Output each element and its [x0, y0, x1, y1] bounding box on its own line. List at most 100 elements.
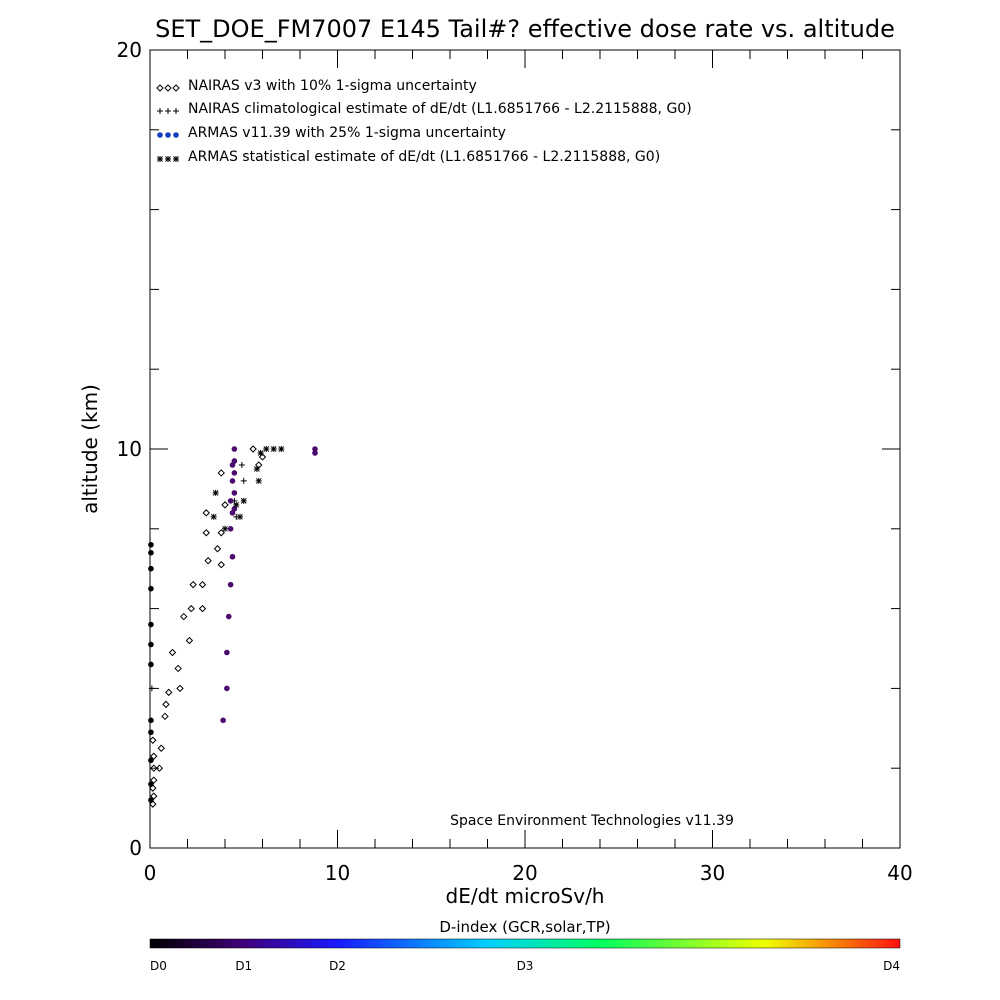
diamond-point: [217, 529, 225, 537]
y-tick-label: 0: [129, 836, 142, 860]
diamond-point: [156, 84, 164, 92]
y-tick-label: 10: [117, 437, 142, 461]
dot-point: [148, 717, 154, 724]
colorbar-tick-label: D4: [883, 959, 900, 973]
legend-marker-stars: [157, 156, 179, 162]
plus-point: [173, 108, 179, 114]
legend: NAIRAS v3 with 10% 1-sigma uncertainty N…: [156, 78, 692, 165]
x-tick-label: 30: [700, 861, 725, 885]
credit-label: Space Environment Technologies v11.39: [450, 813, 734, 829]
diamond-point: [198, 604, 207, 613]
plus-point: [148, 685, 155, 692]
diamond-point: [174, 664, 182, 673]
legend-label-nairas-clim: NAIRAS climatological estimate of dE/dt …: [188, 101, 692, 117]
dot-point: [148, 549, 154, 556]
legend-item-armas: ARMAS v11.39 with 25% 1-sigma uncertaint…: [157, 125, 506, 141]
diamond-point: [150, 792, 158, 800]
diamond-point: [149, 736, 157, 744]
plus-point: [240, 477, 247, 484]
diamond-point: [165, 688, 173, 697]
dot-point: [227, 526, 234, 532]
x-tick-label: 20: [512, 861, 537, 885]
legend-item-nairas-clim: NAIRAS climatological estimate of dE/dt …: [157, 101, 692, 117]
dot-point: [229, 553, 236, 560]
diamond-point: [149, 800, 157, 808]
dot-point: [229, 478, 236, 484]
diamond-point: [161, 712, 169, 721]
star-point: [270, 446, 277, 452]
dot-point: [157, 132, 163, 138]
diamond-point: [217, 469, 225, 477]
dot-point: [312, 446, 318, 452]
diamond-point: [155, 764, 164, 772]
diamond-point: [150, 776, 158, 784]
x-tick-label: 0: [144, 861, 157, 885]
legend-marker-diamonds: [156, 84, 180, 92]
diamond-point: [202, 529, 210, 537]
diamond-point: [189, 580, 197, 589]
legend-label-armas: ARMAS v11.39 with 25% 1-sigma uncertaint…: [188, 125, 506, 141]
dot-point: [165, 132, 171, 138]
dot-point: [148, 797, 154, 803]
star-point: [263, 446, 270, 452]
diamond-point: [149, 784, 157, 792]
legend-item-armas-stat: ARMAS statistical estimate of dE/dt (L1.…: [157, 149, 660, 165]
dot-point: [224, 685, 230, 692]
star-point: [173, 156, 179, 162]
dot-point: [224, 649, 230, 656]
star-point: [210, 513, 217, 520]
dot-point: [148, 641, 154, 648]
dot-point: [148, 565, 154, 572]
plus-point: [157, 108, 163, 114]
star-point: [253, 465, 260, 472]
data-points: [148, 445, 318, 808]
dot-point: [148, 585, 154, 592]
y-tick-label: 20: [117, 38, 142, 62]
legend-label-armas-stat: ARMAS statistical estimate of dE/dt (L1.…: [188, 149, 660, 165]
dot-point: [148, 541, 154, 548]
star-point: [255, 477, 262, 484]
diamond-point: [150, 752, 158, 760]
star-point: [233, 501, 240, 508]
diamond-point: [150, 764, 158, 772]
dot-point: [225, 613, 232, 620]
diamond-point: [168, 648, 177, 657]
dot-point: [231, 446, 238, 452]
star-point: [240, 497, 247, 504]
dot-point: [312, 450, 318, 456]
y-axis-ticks: 0 10 20: [117, 38, 900, 860]
diamond-point: [249, 445, 257, 453]
legend-item-nairas-v3: NAIRAS v3 with 10% 1-sigma uncertainty: [156, 78, 477, 94]
star-point: [257, 449, 264, 456]
diamond-point: [221, 501, 229, 509]
diamond-point: [180, 612, 188, 621]
dot-point: [148, 621, 154, 628]
plus-point: [238, 461, 245, 468]
x-axis-label: dE/dt microSv/h: [446, 884, 605, 908]
plot-frame: [149, 49, 901, 849]
plus-point: [165, 108, 171, 114]
diamond-point: [202, 509, 210, 517]
star-point: [222, 525, 228, 532]
dot-point: [173, 132, 179, 138]
x-axis-ticks: 0 10 20 30 40: [144, 50, 913, 885]
diamond-point: [204, 557, 212, 565]
star-point: [157, 156, 163, 162]
dot-point: [148, 661, 154, 668]
dot-point: [220, 717, 226, 724]
dot-point: [227, 581, 234, 588]
diamond-point: [172, 84, 180, 92]
dot-point: [148, 781, 154, 787]
colorbar-tick-label: D1: [235, 959, 252, 973]
colorbar: [149, 938, 901, 949]
colorbar-labels: D0 D1 D2 D3 D4: [150, 959, 900, 973]
dot-point: [231, 470, 238, 476]
y-axis-label: altitude (km): [78, 384, 102, 514]
chart-title: SET_DOE_FM7007 E145 Tail#? effective dos…: [155, 15, 895, 43]
star-point: [237, 513, 243, 520]
diamond-point: [198, 580, 207, 589]
diamond-point: [162, 700, 170, 709]
diamond-point: [176, 684, 184, 693]
legend-marker-pluses: [157, 108, 179, 114]
colorbar-tick-label: D0: [150, 959, 167, 973]
